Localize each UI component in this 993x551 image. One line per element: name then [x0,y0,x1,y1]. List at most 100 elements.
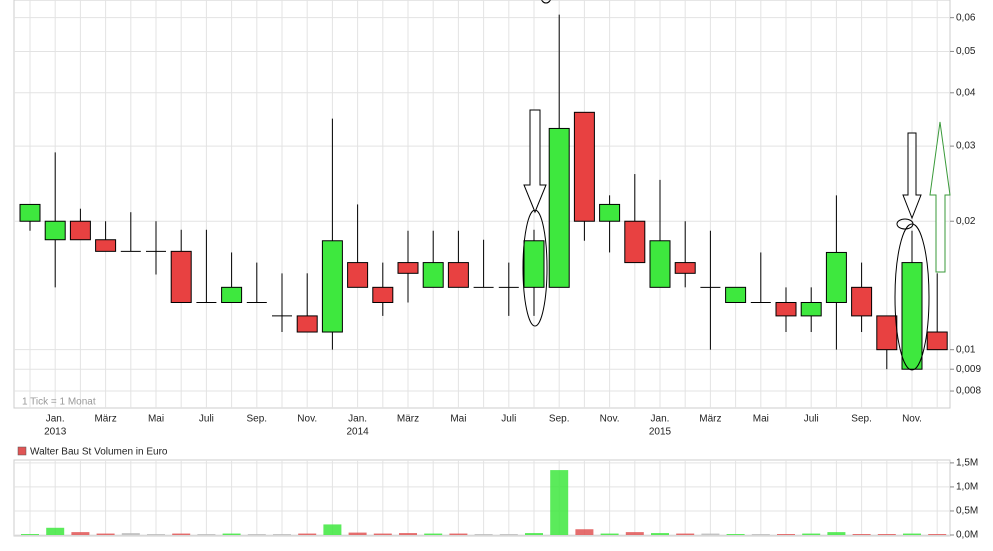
volume-bar [525,533,543,535]
volume-bar [777,534,795,535]
ellipse [541,0,551,4]
volume-bar [71,532,90,535]
volume-bar [701,533,720,535]
candle-body [372,286,394,303]
volume-bar [222,533,241,535]
volume-bar [247,534,266,535]
y-tick-label: 0,01 [956,344,976,355]
volume-bar [499,534,518,535]
volume-bar [348,532,367,535]
candle-body [19,203,41,222]
volume-bar [827,532,846,535]
volume-bar [676,533,695,535]
legend-swatch [17,446,27,456]
x-tick-label: Mai [450,414,466,425]
legend-label: Walter Bau St Volumen in Euro [30,447,168,458]
candle-body [725,286,747,303]
volume-bar [273,534,291,535]
volume-bar [802,533,821,535]
candle-body [321,240,343,333]
ellipse [894,223,930,371]
ellipse [896,218,914,230]
volume-bar [46,527,65,535]
x-year-label: 2013 [44,427,67,438]
candle-body [44,220,66,241]
candle-body [69,220,91,241]
y-tick-label: 0,03 [956,141,976,152]
y-tick-label: 0,04 [956,87,976,98]
x-tick-label: Jan. [348,414,367,425]
candle-body [876,315,898,351]
x-tick-label: Sep. [851,414,872,425]
annotations [522,0,951,371]
candle-body [347,262,369,288]
volume-bar [550,470,569,535]
x-year-label: 2015 [649,427,672,438]
x-tick-label: Sep. [247,414,268,425]
candle-body [296,315,318,333]
y-tick-label: 1,0M [956,482,978,493]
x-tick-label: März [397,414,419,425]
y-tick-label: 0,008 [956,386,981,397]
candle-body [624,220,646,264]
volume-bar [651,533,669,535]
volume-bar [852,534,871,535]
candle-body [851,286,873,317]
candle-body [649,240,671,288]
candle-body [221,286,243,303]
candle-body [397,262,419,274]
volume-bar [373,533,392,535]
candle-body [926,331,948,351]
volume-bar [726,534,745,535]
candle-body [447,262,469,288]
candle-body [775,301,797,317]
volume-bar [96,533,115,535]
x-tick-label: Jan. [651,414,670,425]
x-tick-label: Jan. [46,414,65,425]
y-tick-label: 1,5M [956,458,978,469]
x-tick-label: März [94,414,116,425]
volume-bar [21,534,39,535]
candle-body [95,239,117,252]
volume-bar [147,534,165,535]
volume-bar [449,533,468,535]
candle-body [901,262,923,370]
x-tick-label: März [699,414,721,425]
y-tick-label: 0,0M [956,530,978,541]
volume-bar [121,533,140,535]
candle-body [800,301,822,317]
volume-bar [928,534,947,535]
candle-body [548,127,570,288]
annotation: 1 Tick = 1 Monat [22,397,96,408]
volume-bar [323,524,342,535]
x-tick-label: Sep. [549,414,570,425]
arrow [929,121,951,273]
candle-body [674,262,696,274]
candle-body [523,240,545,288]
price-plot [13,0,951,409]
volume-bar [424,533,443,535]
volume-bar [751,534,770,535]
x-tick-label: Nov. [600,414,620,425]
grid [14,0,950,536]
y-tick-label: 0,06 [956,12,976,23]
x-year-label: 2014 [346,427,369,438]
y-tick-label: 0,009 [956,364,981,375]
x-tick-label: Juli [501,414,516,425]
volume-bar [903,533,921,535]
y-tick-label: 0,05 [956,46,976,57]
volume-bar [197,534,216,535]
volume-bar [575,529,594,535]
y-tick-label: 0,02 [956,216,976,227]
x-tick-label: Juli [804,414,819,425]
candle-body [170,250,192,303]
volume-bar [399,533,417,535]
volume-bar [877,534,896,535]
volume-bar [600,533,619,535]
x-tick-label: Nov. [297,414,317,425]
candle-body [825,251,847,303]
y-tick-label: 0,5M [956,506,978,517]
volume-plot [13,459,951,537]
volume-bar [474,534,493,535]
